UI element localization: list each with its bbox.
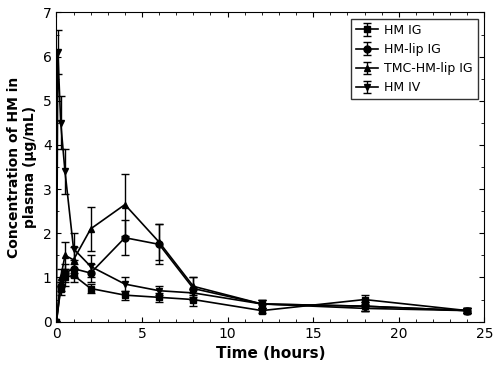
Y-axis label: Concentration of HM in
plasma (μg/mL): Concentration of HM in plasma (μg/mL) bbox=[7, 77, 37, 258]
Legend: HM IG, HM-lip IG, TMC-HM-lip IG, HM IV: HM IG, HM-lip IG, TMC-HM-lip IG, HM IV bbox=[350, 19, 478, 99]
X-axis label: Time (hours): Time (hours) bbox=[216, 346, 325, 361]
